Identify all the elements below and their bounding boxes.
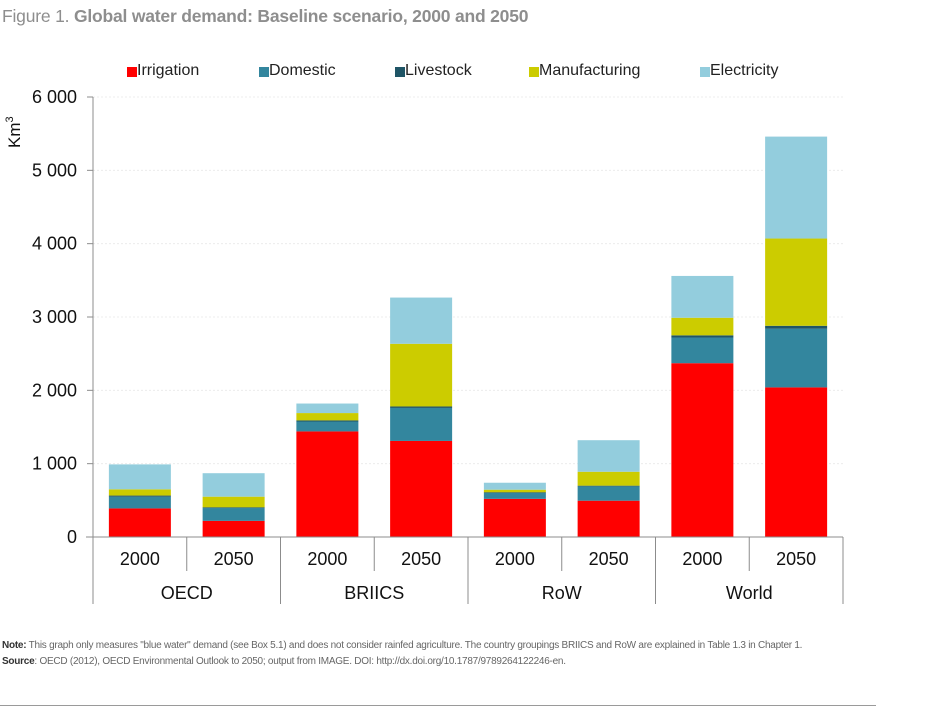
x-tick-label: 2050 [401, 549, 441, 569]
bar-stack-world-2000 [671, 275, 734, 537]
x-tick-label: 2000 [495, 549, 535, 569]
legend-swatch [529, 67, 539, 77]
bar-segment-livestock [108, 495, 171, 497]
group-label: BRIICS [344, 583, 404, 603]
x-tick-label: 2000 [307, 549, 347, 569]
bar-segment-irrigation [483, 498, 546, 537]
bar-segment-electricity [671, 275, 734, 318]
bar-segment-electricity [296, 403, 359, 414]
legend-item-domestic: Domestic [259, 62, 336, 79]
group-label: World [726, 583, 773, 603]
legend-swatch [259, 67, 269, 77]
y-tick-label: 2 000 [32, 380, 77, 400]
bar-segment-manufacturing [483, 489, 546, 493]
legend: Irrigation Domestic Livestock Manufacturing… [127, 62, 778, 79]
figure-title-text: Global water demand: Baseline scenario, … [73, 6, 529, 26]
bar-segment-livestock [390, 406, 453, 408]
y-tick-label: 5 000 [32, 160, 77, 180]
bar-segment-electricity [390, 297, 453, 344]
bar-stack-row-2050 [577, 440, 640, 537]
group-label: RoW [542, 583, 582, 603]
bar-segment-domestic [108, 496, 171, 509]
x-tick-label: 2000 [120, 549, 160, 569]
bar-segment-irrigation [671, 363, 734, 537]
x-tick-label: 2050 [214, 549, 254, 569]
figure-title: Figure 1. Global water demand: Baseline … [2, 6, 528, 27]
legend-item-irrigation: Irrigation [127, 62, 199, 79]
y-tick-label: 3 000 [32, 307, 77, 327]
bar-segment-manufacturing [108, 489, 171, 496]
legend-swatch [395, 67, 405, 77]
legend-label: Irrigation [137, 62, 199, 79]
stacked-bar-chart: 0 1 000 2 000 3 000 4 000 5 000 6 000 2000 2050… [4, 62, 844, 604]
y-tick-label: 4 000 [32, 234, 77, 254]
note-label: Note: [2, 640, 27, 651]
bar-segment-domestic [390, 407, 453, 441]
bar-segment-manufacturing [671, 317, 734, 336]
bar-segment-domestic [671, 337, 734, 364]
note-line: Note: This graph only measures "blue wat… [2, 640, 802, 651]
bar-stack-briics-2050 [390, 297, 453, 537]
legend-swatch [127, 67, 137, 77]
x-tick-label: 2050 [776, 549, 816, 569]
bar-segment-livestock [765, 325, 828, 329]
bar-segment-domestic [577, 486, 640, 501]
bar-segment-livestock [202, 507, 265, 509]
note-text: This graph only measures "blue water" de… [26, 640, 803, 651]
legend-swatch [700, 67, 710, 77]
bar-stack-oecd-2050 [202, 473, 265, 537]
bar-segment-domestic [483, 493, 546, 499]
legend-label: Domestic [269, 62, 336, 79]
bar-segment-domestic [202, 508, 265, 521]
legend-label: Livestock [405, 62, 473, 79]
bar-segment-electricity [577, 440, 640, 472]
bar-segment-electricity [202, 473, 265, 497]
bar-segment-domestic [296, 421, 359, 432]
bar-segment-irrigation [390, 440, 453, 537]
bar-segment-irrigation [765, 387, 828, 537]
bar-stack-oecd-2000 [108, 464, 171, 537]
source-label: Source [2, 656, 35, 667]
bar-segment-manufacturing [202, 496, 265, 508]
group-label: OECD [161, 583, 213, 603]
legend-item-electricity: Electricity [700, 62, 778, 79]
bars [108, 136, 828, 537]
bar-segment-irrigation [108, 508, 171, 537]
bar-segment-domestic [765, 328, 828, 388]
bar-segment-manufacturing [577, 471, 640, 486]
bar-segment-livestock [483, 492, 546, 493]
bar-segment-livestock [296, 420, 359, 422]
x-tick-label: 2050 [589, 549, 629, 569]
bar-segment-irrigation [577, 500, 640, 537]
figure-label: Figure 1. [2, 6, 70, 26]
bar-segment-livestock [671, 335, 734, 338]
source-text: : OECD (2012), OECD Environmental Outloo… [34, 656, 566, 667]
footer-divider [0, 705, 876, 706]
legend-label: Electricity [710, 62, 778, 79]
bar-segment-manufacturing [390, 343, 453, 407]
source-line: Source: OECD (2012), OECD Environmental … [2, 656, 566, 667]
bar-segment-irrigation [296, 431, 359, 537]
bar-segment-irrigation [202, 520, 265, 537]
bar-segment-manufacturing [296, 413, 359, 421]
y-tick-label: 1 000 [32, 454, 77, 474]
y-tick-label: 6 000 [32, 87, 77, 107]
bar-segment-electricity [765, 136, 828, 239]
legend-label: Manufacturing [539, 62, 640, 79]
legend-item-livestock: Livestock [395, 62, 473, 79]
y-ticks: 0 1 000 2 000 3 000 4 000 5 000 6 000 [32, 87, 93, 547]
bar-stack-world-2050 [765, 136, 828, 537]
y-tick-label: 0 [67, 527, 77, 547]
bar-segment-manufacturing [765, 238, 828, 326]
y-axis-label: Km3 [4, 116, 24, 148]
legend-item-manufacturing: Manufacturing [529, 62, 640, 79]
bar-segment-electricity [483, 482, 546, 490]
x-tick-label: 2000 [682, 549, 722, 569]
bar-stack-briics-2000 [296, 403, 359, 537]
bar-segment-livestock [577, 485, 640, 487]
bar-stack-row-2000 [483, 482, 546, 537]
bar-segment-electricity [108, 464, 171, 490]
